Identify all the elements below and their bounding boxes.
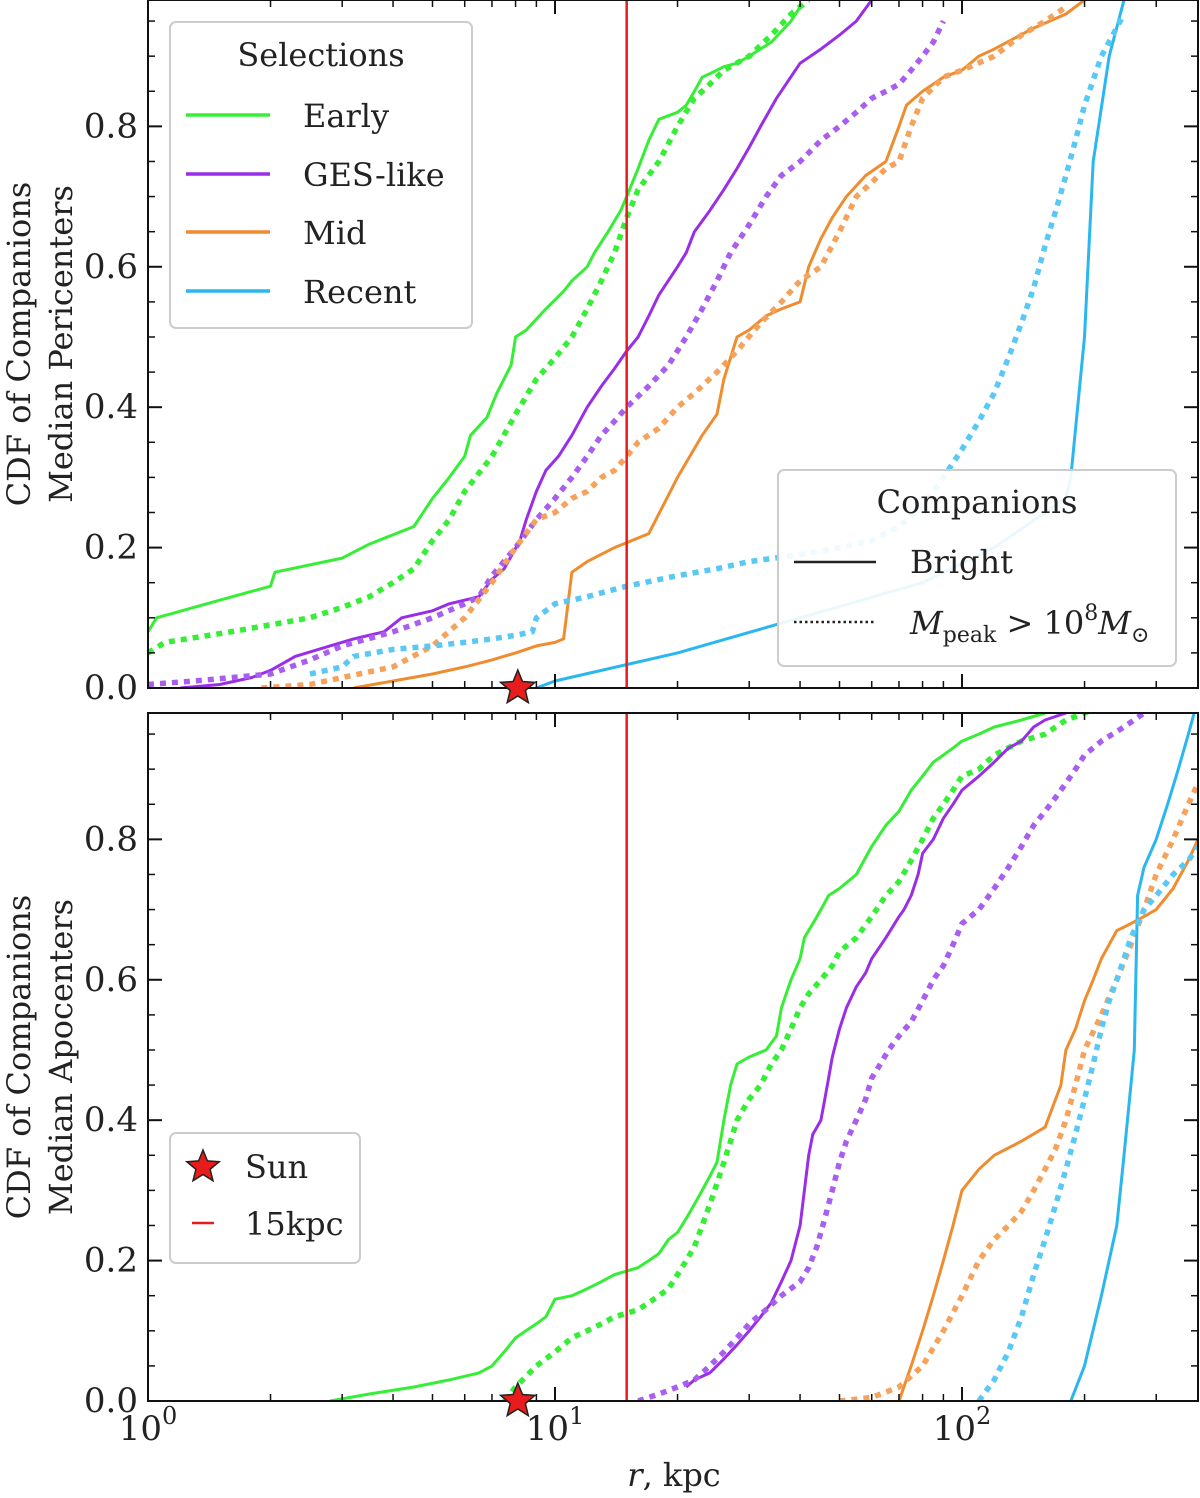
- bottom-ytick-label: 0.8: [84, 819, 138, 859]
- bottom-series-mid-dotted: [839, 782, 1198, 1401]
- legend-sun-star-shape: [184, 1147, 222, 1183]
- legend-label-recent: Recent: [303, 273, 417, 311]
- selections-legend-box: [169, 21, 473, 329]
- bottom-ylabel-line2: Median Apocenters: [42, 899, 80, 1215]
- bottom-series-early-dotted: [502, 713, 1092, 1401]
- top-series-early-dotted: [148, 0, 811, 656]
- top-series-ges-like-solid: [180, 0, 873, 688]
- bottom-series-recent-dotted: [976, 844, 1198, 1401]
- top-ytick-label: 0.4: [84, 387, 138, 427]
- legend-label-early: Early: [303, 97, 389, 135]
- bottom-ytick-label: 0.2: [84, 1241, 138, 1281]
- markers-legend: Sun 15kpc: [169, 1132, 361, 1264]
- selections-legend-title: Selections: [237, 36, 404, 74]
- top-series-mid-solid: [353, 0, 1086, 688]
- bottom-axes-frame: [147, 712, 1199, 1402]
- bottom-series-recent-solid: [1069, 713, 1196, 1401]
- xtick-label: 102: [933, 1402, 992, 1449]
- companions-legend: Companions Bright Mpeak > 108M⊙: [777, 469, 1177, 667]
- mpeak-m2: M: [1097, 604, 1132, 642]
- panel-pericenters: 0.0 0.2 0.4 0.6 0.8 CDF of Companions Median…: [0, 0, 1199, 708]
- xtick-label: 101: [526, 1402, 585, 1449]
- top-series-mid-dotted: [261, 4, 1068, 688]
- x-axis-label-unit: , kpc: [643, 1456, 721, 1494]
- bottom-series-ges-like-solid: [685, 713, 1069, 1389]
- mpeak-sub: peak: [943, 623, 997, 648]
- legend-label-sun: Sun: [245, 1148, 308, 1186]
- bottom-ytick-label: 0.4: [84, 1100, 138, 1140]
- bottom-ytick-label: 0.0: [84, 1381, 138, 1421]
- markers-legend-box: [169, 1132, 361, 1264]
- companions-legend-title: Companions: [877, 483, 1078, 521]
- top-ytick-label: 0.8: [84, 106, 138, 146]
- top-series-ges-like-dotted: [148, 19, 946, 688]
- xtick-label: 100: [119, 1402, 178, 1449]
- x-axis-label-r: r: [627, 1456, 644, 1494]
- bottom-series-ges-like-dotted: [637, 713, 1148, 1401]
- x-axis-label: r, kpc: [627, 1456, 720, 1494]
- selections-legend: Selections Early GES-like Mid Recent: [169, 21, 473, 329]
- legend-label-mpeak: Mpeak > 108M⊙: [909, 601, 1149, 648]
- top-ytick-label: 0.0: [84, 668, 138, 708]
- bottom-series-early-solid: [329, 713, 1050, 1401]
- top-sun-marker: [498, 668, 537, 705]
- mpeak-gt: > 10: [996, 604, 1084, 642]
- legend-sun-star: [184, 1147, 222, 1183]
- top-axes-frame: [147, 0, 1199, 689]
- mpeak-sun: ⊙: [1131, 623, 1149, 648]
- top-ytick-labels: 0.0 0.2 0.4 0.6 0.8: [84, 106, 138, 708]
- top-sun-star: [498, 668, 537, 705]
- bottom-sun-star: [498, 1381, 537, 1418]
- mpeak-m: M: [909, 604, 944, 642]
- mpeak-exp: 8: [1084, 601, 1098, 626]
- bottom-series-group: [329, 713, 1198, 1401]
- top-ytick-label: 0.6: [84, 247, 138, 287]
- bottom-ytick-labels: 0.0 0.2 0.4 0.6 0.8: [84, 819, 138, 1421]
- top-series-early-solid: [148, 6, 802, 633]
- bottom-ticks: [147, 713, 1198, 1402]
- bottom-sun-marker: [498, 1381, 537, 1418]
- legend-label-mid: Mid: [303, 214, 366, 252]
- legend-label-15kpc: 15kpc: [245, 1205, 344, 1243]
- top-ytick-label: 0.2: [84, 528, 138, 568]
- bottom-series-mid-solid: [897, 838, 1198, 1401]
- legend-label-bright: Bright: [910, 543, 1013, 581]
- top-ylabel-line2: Median Pericenters: [42, 185, 80, 503]
- panel-apocenters: 0.0 0.2 0.4 0.6 0.8 100 101 102 CDF of Compani…: [0, 712, 1199, 1494]
- top-ylabel-line1: CDF of Companions: [0, 182, 38, 507]
- bottom-ytick-label: 0.6: [84, 960, 138, 1000]
- bottom-ylabel-line1: CDF of Companions: [0, 895, 38, 1220]
- legend-label-ges-like: GES-like: [303, 156, 445, 194]
- companions-legend-box: [777, 469, 1177, 667]
- bottom-xtick-labels: 100 101 102: [119, 1402, 992, 1449]
- top-ticks: [147, 0, 1198, 689]
